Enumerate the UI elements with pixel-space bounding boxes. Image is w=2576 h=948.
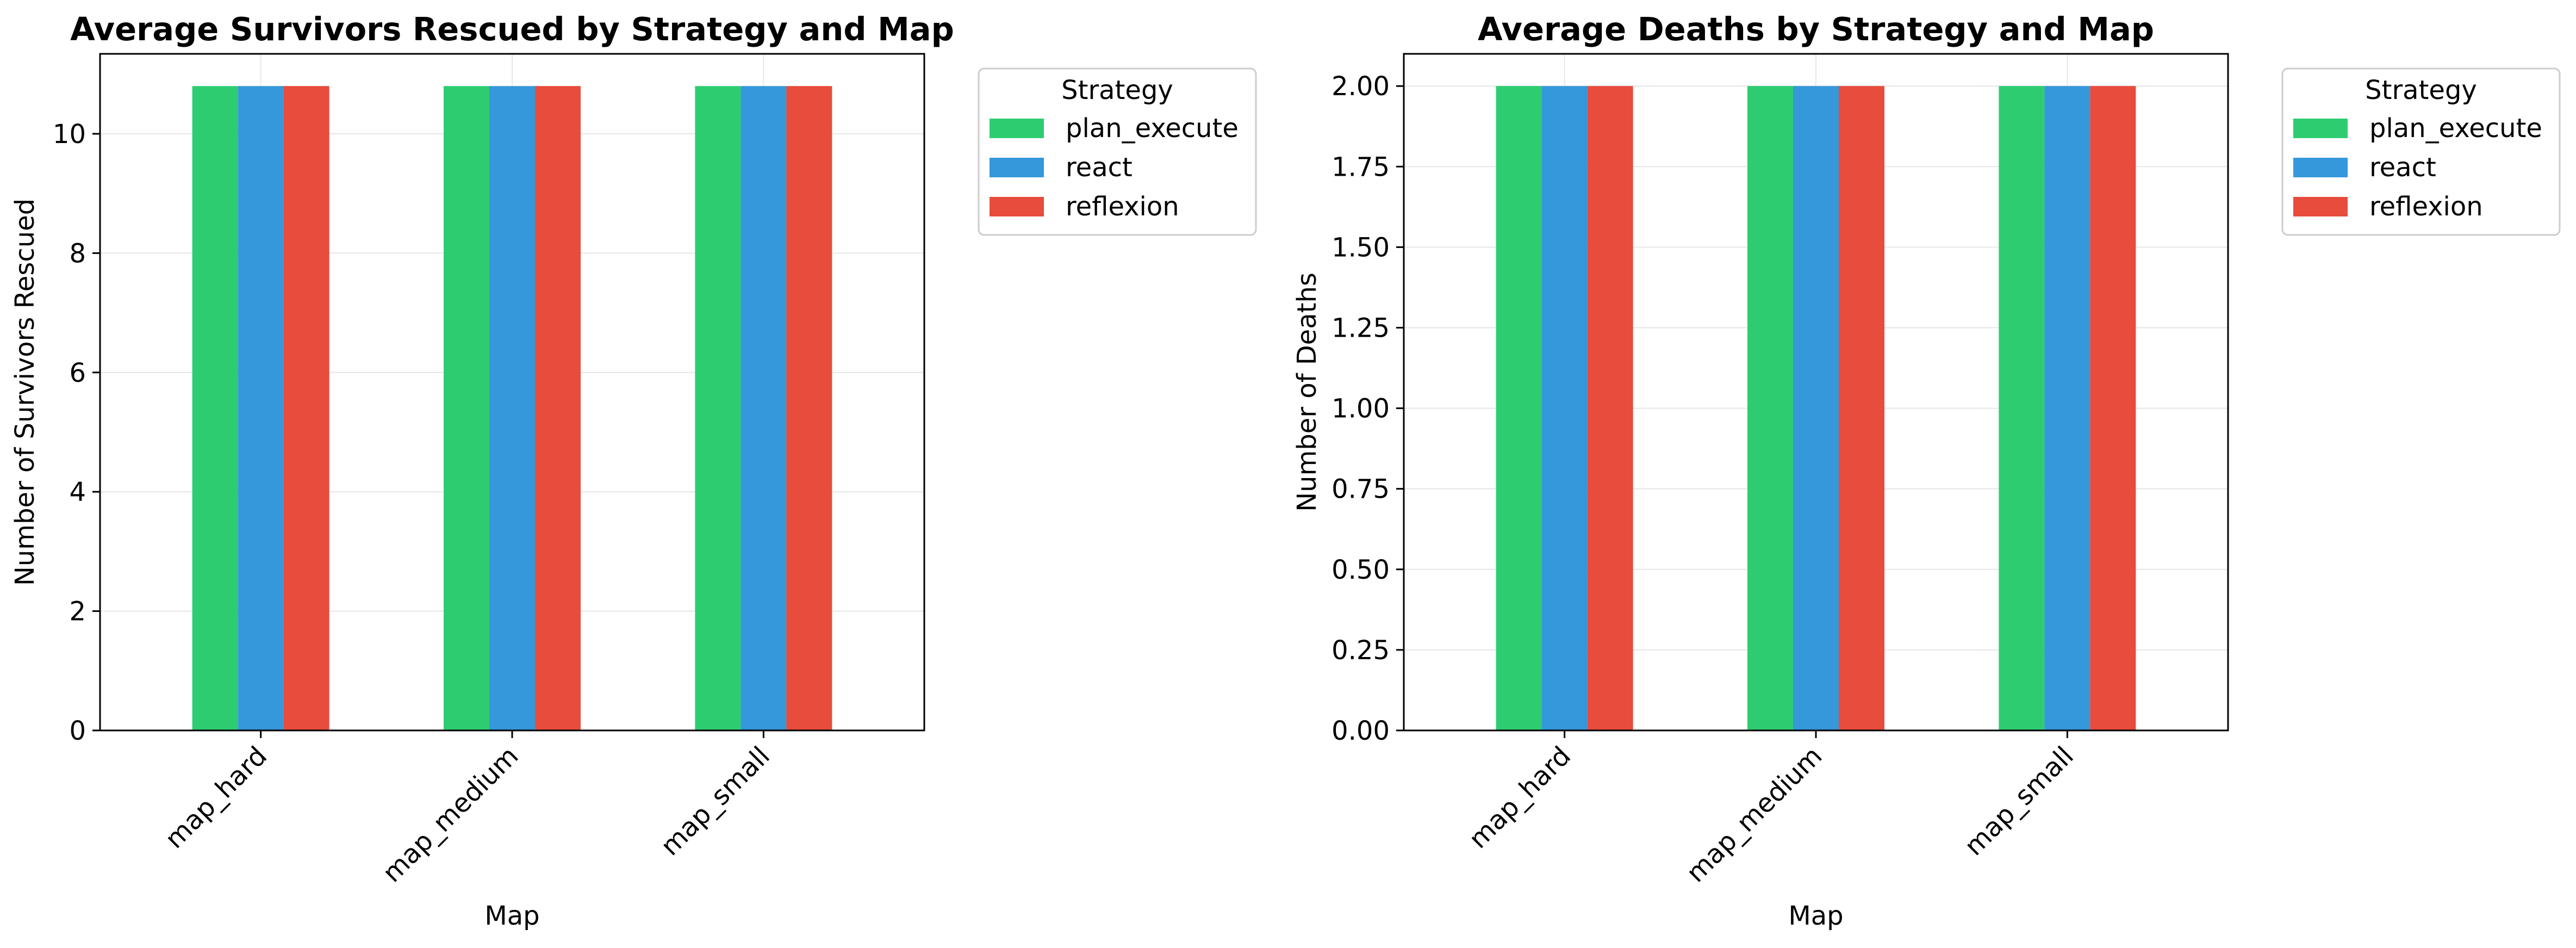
survivors-legend-label-plan_execute: plan_execute: [1066, 113, 1239, 144]
survivors-bar-reflexion-map_medium: [535, 86, 581, 731]
survivors-y-tick-label: 4: [69, 477, 86, 507]
deaths-bar-react-map_small: [2044, 86, 2090, 731]
deaths-bar-reflexion-map_small: [2090, 86, 2136, 731]
deaths-y-tick-label: 0.50: [1331, 555, 1390, 585]
deaths-legend-title: Strategy: [2365, 75, 2477, 106]
deaths-chart-title: Average Deaths by Strategy and Map: [1478, 10, 2154, 48]
deaths-x-tick-label: map_small: [1958, 741, 2079, 862]
deaths-legend-frame: [2281, 67, 2561, 236]
survivors-legend-label-react: react: [1066, 152, 1133, 183]
survivors-bar-plan_execute-map_hard: [192, 86, 238, 731]
deaths-y-tick-label: 1.25: [1331, 313, 1390, 344]
survivors-chart: Average Survivors Rescued by Strategy an…: [10, 10, 1257, 931]
deaths-chart: Average Deaths by Strategy and Map 0.000…: [1292, 10, 2561, 931]
survivors-legend-title: Strategy: [1061, 75, 1173, 106]
deaths-y-tick-label: 1.75: [1331, 152, 1390, 182]
survivors-y-tick-label: 8: [69, 238, 86, 269]
survivors-x-axis-label: Map: [484, 901, 539, 931]
survivors-y-axis-label: Number of Survivors Rescued: [10, 199, 40, 586]
survivors-bar-react-map_small: [741, 86, 787, 731]
survivors-y-tick-label: 6: [69, 358, 86, 388]
survivors-y-tick-label: 0: [69, 716, 86, 746]
deaths-x-tick-label: map_medium: [1681, 741, 1828, 888]
deaths-y-ticks: 0.00 0.25 0.50 0.75 1.00 1.25 1.50 1.75 2.00: [1331, 71, 1404, 746]
deaths-x-tick-label: map_hard: [1463, 741, 1577, 854]
survivors-bar-reflexion-map_hard: [283, 86, 329, 731]
survivors-x-tick-label: map_hard: [159, 741, 273, 854]
deaths-bar-react-map_medium: [1793, 86, 1839, 731]
survivors-bars: [192, 86, 832, 731]
deaths-legend-label-plan_execute: plan_execute: [2369, 113, 2542, 144]
deaths-bar-reflexion-map_hard: [1587, 86, 1633, 731]
deaths-legend-swatch-plan_execute: [2293, 119, 2348, 138]
survivors-x-tick-label: map_small: [655, 741, 775, 862]
deaths-bar-plan_execute-map_medium: [1747, 86, 1793, 731]
deaths-bars: [1496, 86, 2136, 731]
deaths-x-ticks: map_hard map_medium map_small: [1463, 730, 2080, 888]
deaths-y-tick-label: 1.50: [1331, 232, 1390, 263]
survivors-legend-swatch-react: [990, 158, 1044, 177]
survivors-y-tick-label: 2: [69, 597, 86, 627]
survivors-legend-swatch-reflexion: [990, 197, 1044, 216]
survivors-chart-title: Average Survivors Rescued by Strategy an…: [70, 10, 954, 48]
survivors-legend-swatch-plan_execute: [990, 119, 1044, 138]
survivors-y-tick-label: 10: [53, 119, 86, 150]
deaths-y-tick-label: 0.25: [1331, 635, 1390, 666]
survivors-bar-plan_execute-map_medium: [444, 86, 489, 731]
deaths-bar-react-map_hard: [1541, 86, 1588, 731]
deaths-y-tick-label: 1.00: [1331, 394, 1390, 424]
deaths-y-tick-label: 2.00: [1331, 71, 1390, 102]
deaths-legend-swatch-reflexion: [2293, 197, 2348, 216]
deaths-legend-label-react: react: [2369, 152, 2436, 183]
survivors-legend-frame: [978, 67, 1257, 236]
deaths-y-tick-label: 0.75: [1331, 474, 1390, 505]
deaths-legend-label-reflexion: reflexion: [2369, 191, 2483, 222]
survivors-x-tick-label: map_medium: [377, 741, 524, 888]
deaths-bar-plan_execute-map_hard: [1496, 86, 1542, 731]
survivors-bar-react-map_hard: [238, 86, 284, 731]
deaths-y-tick-label: 0.00: [1331, 716, 1390, 746]
survivors-legend-label-reflexion: reflexion: [1066, 191, 1179, 222]
survivors-bar-reflexion-map_small: [786, 86, 832, 731]
survivors-y-ticks: 0 2 4 6 8 10: [53, 119, 100, 746]
deaths-legend-swatch-react: [2293, 158, 2348, 177]
survivors-bar-plan_execute-map_small: [695, 86, 741, 731]
deaths-x-axis-label: Map: [1788, 901, 1843, 931]
survivors-bar-react-map_medium: [489, 86, 535, 731]
survivors-x-ticks: map_hard map_medium map_small: [159, 730, 776, 888]
deaths-bar-reflexion-map_medium: [1839, 86, 1884, 731]
deaths-y-axis-label: Number of Deaths: [1292, 272, 1322, 512]
deaths-bar-plan_execute-map_small: [1999, 86, 2045, 731]
